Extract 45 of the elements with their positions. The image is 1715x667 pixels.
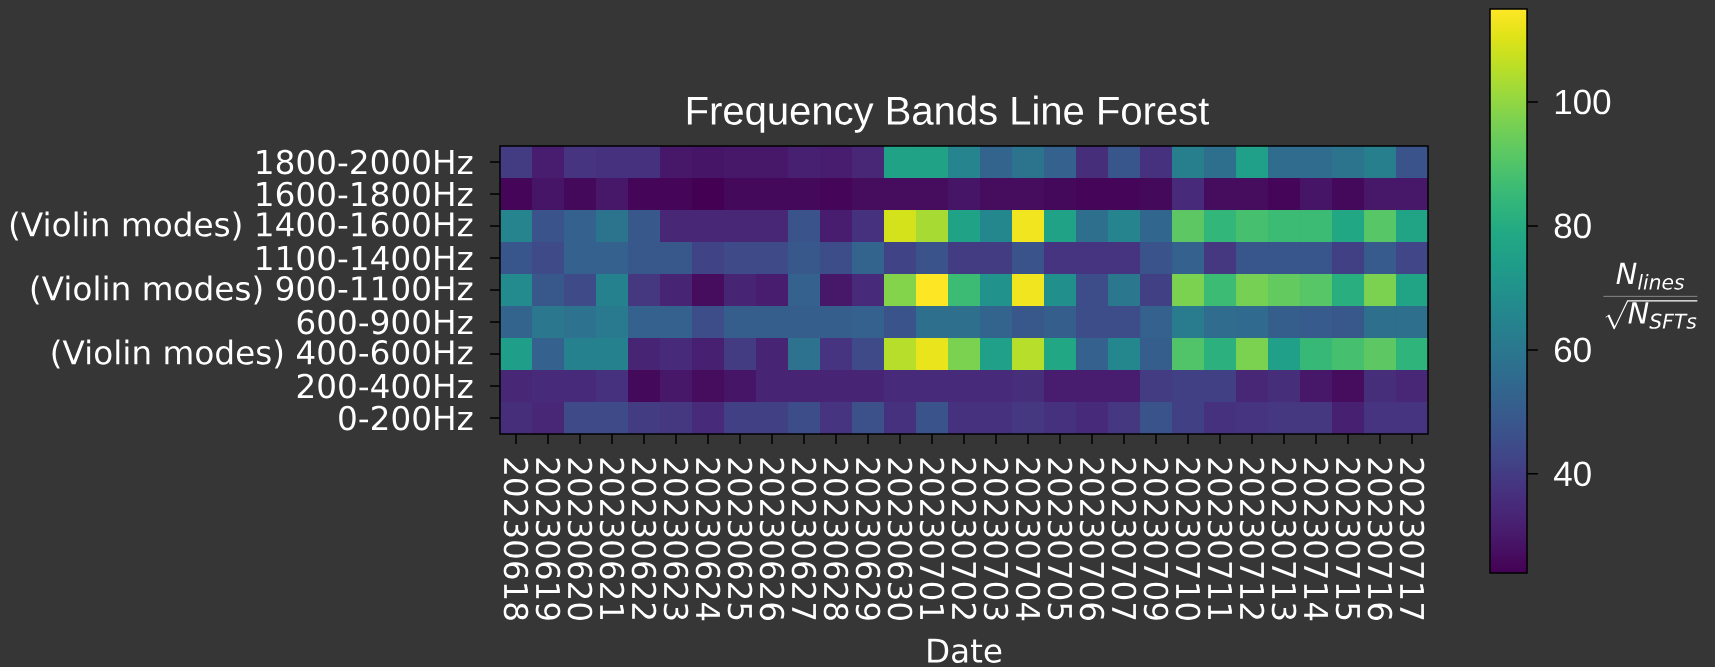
y-tick-label: 1100-1400Hz [257,245,473,271]
x-tick-label: 20230621 [599,458,625,620]
x-tick-label: 20230630 [887,458,913,620]
x-tick-label: 20230706 [1079,458,1105,621]
y-tick-label: (Violin modes) 900-1100Hz [31,275,473,305]
color-bar-title: $\frac{N_{lines}}{\sqrt{N_{SFTs}}}$ [1603,262,1698,330]
y-tick-label: (Violin modes) 400-600Hz [52,339,473,369]
x-tick-label: 20230707 [1111,458,1137,620]
x-tick-label: 20230715 [1335,458,1361,620]
x-tick-label: 20230713 [1271,458,1297,620]
x-tick-label: 20230622 [631,458,657,619]
x-tick-label: 20230623 [663,458,689,620]
chart-title: Frequency Bands Line Forest [687,95,1209,133]
x-tick-label: 20230716 [1367,458,1393,621]
color-bar-label: 80 [1554,213,1591,239]
x-tick-label: 20230620 [567,458,593,620]
x-tick-label: 20230624 [695,458,721,621]
x-tick-label: 20230626 [759,458,785,621]
x-tick-label: 20230629 [855,458,881,620]
x-tick-label: 20230709 [1143,458,1169,620]
x-tick-label: 20230625 [727,458,753,620]
x-tick-label: 20230705 [1047,458,1073,620]
x-tick-label: 20230714 [1303,458,1329,621]
x-tick-label: 20230701 [919,458,945,620]
x-tick-label: 20230703 [983,458,1009,620]
y-tick-label: (Violin modes) 1400-1600Hz [10,211,473,241]
x-tick-label: 20230619 [535,458,561,620]
color-bar-label: 100 [1555,89,1611,115]
x-tick-label: 20230628 [823,458,849,620]
x-tick-label: 20230702 [951,458,977,619]
y-tick-label: 1800-2000Hz [257,149,473,175]
x-tick-label: 20230618 [503,458,529,620]
color-bar-label: 40 [1554,461,1591,487]
x-tick-label: 20230712 [1239,458,1265,619]
x-tick-label: 20230717 [1399,458,1425,620]
x-tick-label: 20230711 [1207,458,1233,620]
y-tick-label: 600-900Hz [297,309,473,335]
x-tick-label: 20230627 [791,458,817,620]
y-tick-label: 1600-1800Hz [257,181,473,207]
y-tick-label: 0-200Hz [339,405,473,431]
x-tick-label: 20230710 [1175,458,1201,620]
y-tick-label: 200-400Hz [297,373,473,399]
x-axis-title: Date [928,638,1002,663]
color-bar-label: 60 [1554,337,1591,363]
x-tick-label: 20230704 [1015,458,1041,621]
